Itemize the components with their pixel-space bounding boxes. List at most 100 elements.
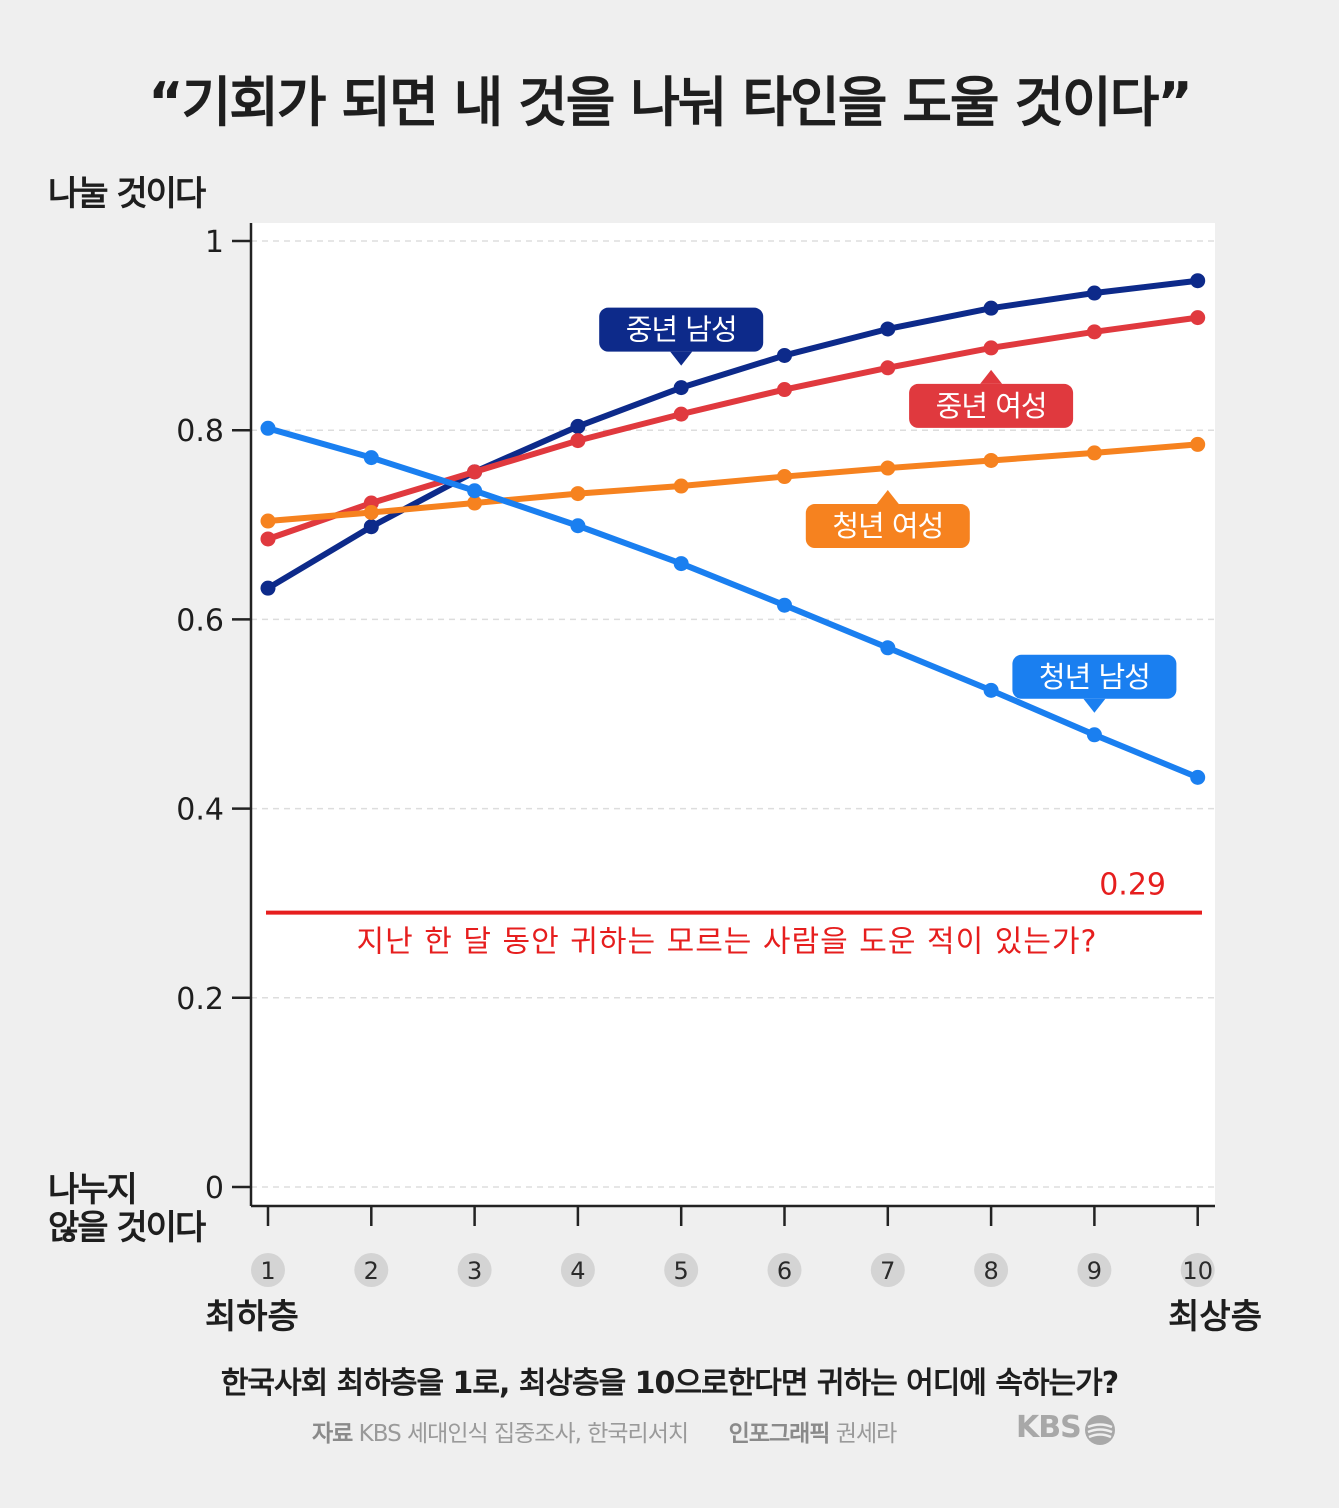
chart-title: “기회가 되면 내 것을 나눠 타인을 도울 것이다” <box>148 71 1193 134</box>
y-axis-label-top: 나눌 것이다 <box>48 174 206 214</box>
series-middle-aged-women-line <box>265 314 1201 542</box>
y-tick-label: 0.4 <box>176 793 224 828</box>
x-tick-label: 1 <box>260 1257 275 1285</box>
series-middle-aged-women-point <box>673 406 689 422</box>
series-young-men-point <box>777 597 792 613</box>
x-end-label-right: 최상층 <box>1168 1297 1262 1337</box>
legend-callout-pointer <box>1083 698 1106 713</box>
x-tick-badge <box>457 1253 492 1287</box>
x-tick-label: 7 <box>880 1257 895 1285</box>
legend-callout-box <box>909 383 1074 428</box>
series-young-men-point <box>983 682 999 698</box>
x-ticks: 1 2 3 4 5 6 7 8 9 10 최하층 최상층 <box>205 1206 1262 1337</box>
legend-callout-box <box>805 504 970 549</box>
y-tick-label: 0.6 <box>176 603 224 638</box>
x-tick-badge <box>1180 1253 1215 1287</box>
series-middle-aged-women-point <box>1190 310 1206 326</box>
series-group <box>260 273 1206 785</box>
kbs-logo-icon <box>1085 1415 1115 1445</box>
source-label: 자료 <box>312 1421 353 1447</box>
legend-callout-pointer <box>876 490 899 505</box>
x-tick-label: 9 <box>1087 1257 1102 1285</box>
series-young-women-point <box>880 460 896 476</box>
series-middle-aged-women-point <box>1086 324 1102 340</box>
series-young-women-point <box>570 486 586 502</box>
series-young-women-point <box>363 505 379 521</box>
series-middle-aged-women-point <box>260 531 276 547</box>
series-middle-aged-men-point <box>880 321 896 337</box>
x-axis-question: 한국사회 최하층을 1로, 최상층을 10으로한다면 귀하는 어디에 속하는가? <box>220 1366 1119 1401</box>
series-middle-aged-men-line <box>265 277 1201 592</box>
series-middle-aged-men-point <box>673 380 689 396</box>
y-axis-label-bottom-line1: 나누지 <box>48 1170 138 1210</box>
series-young-men-line <box>265 425 1201 781</box>
reference-line-caption: 지난 한 달 동안 귀하는 모르는 사람을 도운 적이 있는가? <box>357 925 1098 960</box>
y-tick-label: 0.2 <box>176 982 224 1017</box>
x-tick-label: 10 <box>1182 1257 1213 1285</box>
series-young-men-point <box>673 556 689 572</box>
series-young-women-line <box>265 441 1201 525</box>
x-tick-badge <box>251 1253 285 1287</box>
source-line: 자료 KBS 세대인식 집중조사, 한국리서치 인포그래픽 권세라 <box>312 1414 897 1448</box>
series-middle-aged-women-point <box>777 382 792 398</box>
series-young-men-point <box>363 450 379 466</box>
legend-callout-box <box>599 307 764 352</box>
x-tick-label: 3 <box>467 1257 482 1285</box>
legend-callout-label: 중년 남성 <box>626 313 737 347</box>
x-tick-badge <box>560 1253 595 1287</box>
series-middle-aged-women-point <box>880 360 896 376</box>
x-tick-label: 5 <box>674 1257 689 1285</box>
reference-line-value: 0.29 <box>1099 868 1166 903</box>
credit-label: 인포그래픽 <box>728 1421 831 1447</box>
legend-callout-box <box>1012 654 1177 699</box>
x-tick-badge <box>974 1253 1009 1287</box>
series-young-women-point <box>1190 436 1206 452</box>
y-tick-label: 0.8 <box>176 414 224 449</box>
series-young-men-point <box>880 640 896 656</box>
series-young-women-point <box>1086 445 1102 461</box>
y-axis-label-bottom-line2: 않을 것이다 <box>48 1208 206 1248</box>
series-young-women-point <box>260 513 276 529</box>
series-young-women-point <box>983 452 999 468</box>
legend-callout-label: 중년 여성 <box>936 389 1047 423</box>
x-tick-badge <box>767 1253 802 1287</box>
grid-lines <box>251 240 1215 1188</box>
series-young-men-point <box>467 483 483 499</box>
x-tick-badge <box>664 1253 699 1287</box>
series-middle-aged-men-point <box>363 519 379 535</box>
credit-text: 권세라 <box>835 1421 897 1447</box>
series-middle-aged-men-point <box>1190 273 1206 289</box>
series-young-women-point <box>467 495 483 511</box>
x-tick-label: 4 <box>570 1257 585 1285</box>
legend-callout-pointer <box>980 369 1003 384</box>
series-middle-aged-men-point <box>570 418 586 434</box>
series-middle-aged-men-point <box>983 300 999 316</box>
legend-callout-pointer <box>670 351 693 366</box>
x-end-label-left: 최하층 <box>205 1297 299 1337</box>
x-tick-label: 2 <box>364 1257 379 1285</box>
series-middle-aged-women-point <box>983 340 999 356</box>
y-tick-label: 1 <box>205 225 224 260</box>
legend-callout-label: 청년 남성 <box>1039 660 1150 694</box>
x-tick-badge <box>870 1253 905 1287</box>
series-middle-aged-men-point <box>777 347 792 363</box>
series-young-men-point <box>1086 727 1102 743</box>
x-tick-label: 6 <box>777 1257 792 1285</box>
line-chart: 0 0.2 0.4 0.6 0.8 1 1 2 3 4 5 6 7 8 9 10 최하층 최상층 0.29지난 … <box>176 223 1262 1337</box>
series-young-women-point <box>673 478 689 494</box>
x-tick-label: 8 <box>983 1257 998 1285</box>
series-young-men-point <box>1190 769 1206 785</box>
series-young-women-point <box>777 469 792 485</box>
series-middle-aged-women-point <box>467 464 483 480</box>
legend-callout-label: 청년 여성 <box>832 509 943 543</box>
series-middle-aged-women-point <box>570 433 586 449</box>
source-text: KBS 세대인식 집중조사, 한국리서치 <box>358 1421 689 1447</box>
series-middle-aged-men-point <box>1086 285 1102 301</box>
series-young-men-point <box>570 518 586 534</box>
series-middle-aged-men-point <box>260 580 276 596</box>
y-ticks: 0 0.2 0.4 0.6 0.8 1 <box>176 225 251 1206</box>
y-tick-label: 0 <box>205 1171 224 1206</box>
kbs-logo-text: KBS <box>1016 1410 1082 1445</box>
